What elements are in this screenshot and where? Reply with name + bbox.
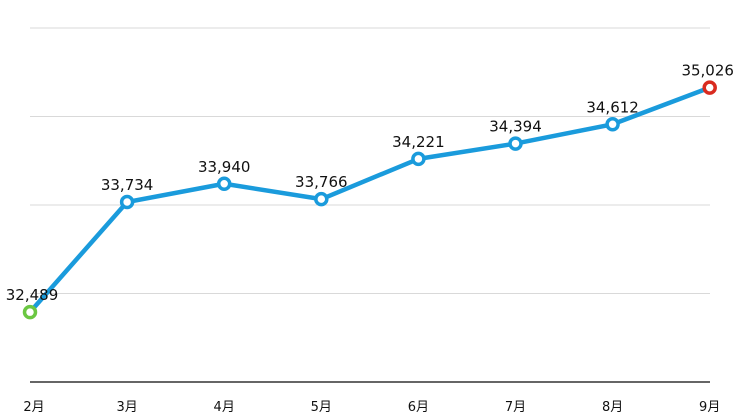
data-point-4 bbox=[411, 151, 426, 167]
data-point-2 bbox=[216, 176, 232, 192]
data-point-0 bbox=[22, 304, 38, 320]
data-label-3: 33,766 bbox=[295, 173, 348, 191]
data-point-7 bbox=[702, 80, 717, 95]
data-label-2: 33,940 bbox=[198, 158, 251, 176]
x-tick-labels: 2月 3月 4月 5月 6月 7月 8月 9月 bbox=[23, 400, 720, 415]
data-label-5: 34,394 bbox=[489, 118, 542, 136]
series-line bbox=[27, 85, 712, 315]
data-label-0: 32,489 bbox=[6, 286, 59, 304]
x-tick-label-6: 8月 bbox=[602, 400, 623, 415]
x-tick-label-1: 3月 bbox=[116, 400, 137, 415]
x-tick-label-3: 5月 bbox=[311, 400, 332, 415]
x-tick-label-5: 7月 bbox=[505, 400, 526, 415]
data-label-7: 35,026 bbox=[681, 62, 734, 80]
data-point-5 bbox=[508, 136, 523, 151]
data-label-4: 34,221 bbox=[392, 133, 445, 151]
data-labels: 32,489 33,734 33,940 33,766 34,221 34,394 34,6… bbox=[6, 62, 734, 305]
data-point-6 bbox=[605, 117, 620, 132]
x-tick-label-4: 6月 bbox=[408, 400, 429, 415]
data-label-6: 34,612 bbox=[586, 98, 639, 116]
gridlines bbox=[30, 27, 710, 294]
data-label-1: 33,734 bbox=[101, 176, 154, 194]
data-point-3 bbox=[314, 191, 329, 207]
data-points bbox=[22, 80, 717, 320]
x-tick-label-7: 9月 bbox=[699, 400, 720, 415]
data-point-1 bbox=[119, 194, 135, 210]
x-tick-label-0: 2月 bbox=[23, 400, 44, 415]
x-tick-label-2: 4月 bbox=[214, 400, 235, 415]
